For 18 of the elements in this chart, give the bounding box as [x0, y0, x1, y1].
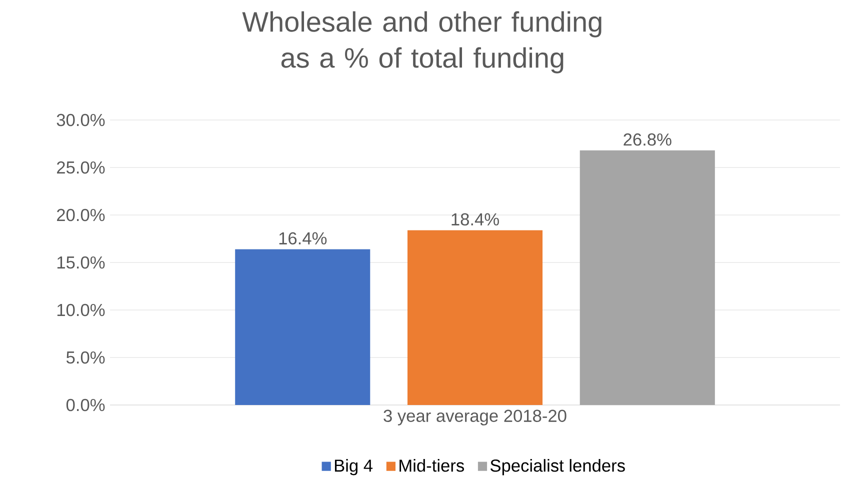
- y-tick-label: 25.0%: [57, 161, 105, 174]
- bar: [580, 150, 715, 405]
- y-tick-label: 20.0%: [57, 208, 105, 222]
- y-tick-label: 0.0%: [66, 398, 105, 412]
- legend-label: Specialist lenders: [490, 459, 625, 476]
- y-tick-label: 5.0%: [66, 351, 105, 364]
- legend-label: Big 4: [334, 459, 373, 476]
- y-tick-label: 30.0%: [56, 114, 105, 126]
- bar: [407, 230, 543, 405]
- x-tick-label: 3 year average 2018-20: [384, 410, 566, 426]
- data-label: 18.4%: [452, 213, 499, 226]
- data-label: 26.8%: [624, 133, 672, 146]
- chart-title: Wholesale and other funding as a % of total funding: [242, 11, 602, 74]
- y-tick-label: 15.0%: [57, 256, 105, 269]
- bar: [235, 249, 370, 405]
- legend-label: Mid-tiers: [400, 459, 464, 472]
- data-label: 16.4%: [279, 232, 327, 244]
- y-tick-label: 10.0%: [57, 304, 105, 316]
